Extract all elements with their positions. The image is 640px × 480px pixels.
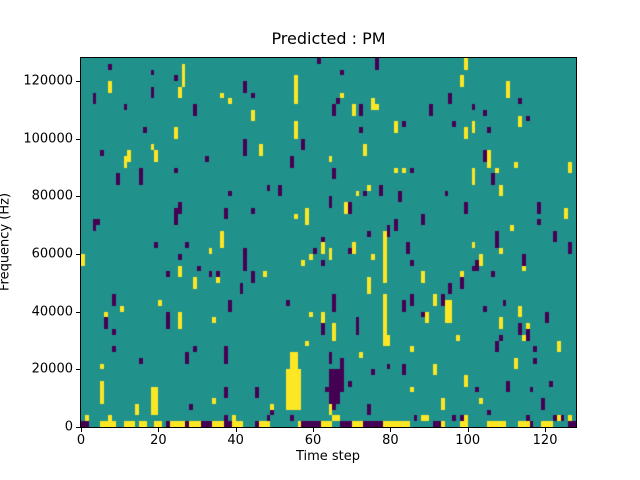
x-tick-mark: [235, 428, 237, 432]
y-tick-label: 0: [64, 419, 73, 435]
x-tick-label: 80: [382, 433, 399, 448]
heatmap-canvas: [81, 58, 576, 427]
y-tick-label: 100000: [23, 131, 73, 147]
y-tick-mark: [76, 196, 80, 198]
y-axis-label: Frequency (Hz): [0, 192, 13, 292]
x-tick-mark: [158, 428, 160, 432]
x-axis-label: Time step: [295, 449, 361, 464]
y-tick-label: 120000: [23, 73, 73, 89]
y-tick-label: 20000: [31, 361, 73, 377]
y-tick-mark: [76, 427, 80, 428]
y-tick-mark: [76, 254, 80, 256]
y-tick-mark: [76, 311, 80, 313]
x-tick-mark: [545, 428, 547, 432]
y-tick-label: 40000: [31, 304, 73, 320]
x-tick-label: 60: [304, 433, 322, 448]
x-tick-label: 100: [455, 433, 481, 448]
x-tick-mark: [390, 428, 392, 432]
x-tick-mark: [467, 428, 469, 432]
x-tick-mark: [81, 428, 82, 432]
y-tick-mark: [76, 138, 80, 140]
plot-title: Predicted : PM: [271, 29, 386, 48]
y-tick-label: 80000: [31, 188, 73, 204]
x-tick-label: 20: [150, 433, 167, 448]
x-tick-label: 120: [532, 433, 558, 448]
x-tick-label: 40: [227, 433, 244, 448]
x-tick-mark: [313, 428, 315, 432]
y-tick-mark: [76, 369, 80, 371]
y-tick-label: 60000: [31, 246, 73, 262]
y-tick-mark: [76, 81, 80, 83]
axes-frame: [80, 57, 577, 428]
x-tick-label: 0: [76, 433, 86, 448]
